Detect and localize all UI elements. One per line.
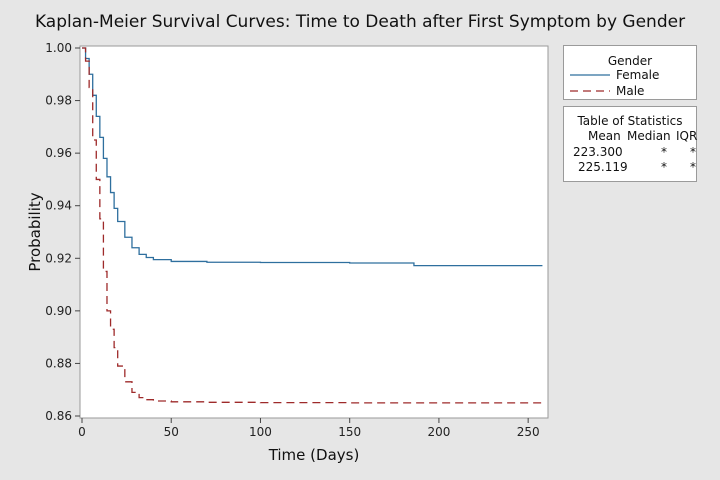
- x-tick-label: 0: [78, 425, 86, 439]
- plot-background: [79, 45, 549, 419]
- legend-title: Gender: [607, 54, 653, 68]
- x-axis-title: Time (Days): [268, 446, 360, 464]
- legend-swatch-male: [570, 90, 610, 92]
- statistics-table-title: Table of Statistics: [577, 114, 683, 128]
- y-tick-label: 0.86: [45, 409, 72, 423]
- legend: Gender Female Male: [563, 45, 697, 100]
- y-tick-label: 0.98: [45, 94, 72, 108]
- legend-label-male: Male: [616, 84, 645, 98]
- stats-cell-female-median: *: [661, 145, 667, 159]
- x-axis: 0 50 100 150 200 250: [78, 418, 540, 439]
- x-tick-label: 200: [427, 425, 450, 439]
- chart-title: Kaplan-Meier Survival Curves: Time to De…: [34, 12, 686, 32]
- stats-cell-male-median: *: [661, 160, 667, 174]
- series-line-female: [82, 47, 543, 267]
- stats-header-iqr: IQR: [676, 129, 698, 143]
- legend-swatch-female: [570, 74, 610, 76]
- y-axis-title: Probability: [26, 192, 44, 271]
- stats-cell-female-mean: 223.300: [573, 145, 623, 159]
- x-tick-label: 250: [517, 425, 540, 439]
- x-tick-label: 100: [249, 425, 272, 439]
- series-line-male: [82, 47, 543, 404]
- y-tick-label: 1.00: [45, 41, 72, 55]
- stats-header-median: Median: [627, 129, 671, 143]
- stats-cell-female-iqr: *: [690, 145, 696, 159]
- y-tick-label: 0.92: [45, 251, 72, 265]
- y-tick-label: 0.94: [45, 199, 72, 213]
- x-tick-label: 50: [164, 425, 179, 439]
- y-axis: 0.86 0.88 0.90 0.92 0.94 0.96 0.98 1.00: [45, 41, 80, 423]
- y-tick-label: 0.88: [45, 356, 72, 370]
- series-layer: [82, 47, 543, 404]
- legend-item-female: Female: [570, 68, 659, 82]
- x-tick-label: 150: [338, 425, 361, 439]
- y-tick-label: 0.96: [45, 146, 72, 160]
- statistics-table: Table of Statistics Mean Median IQR 223.…: [563, 106, 697, 182]
- stats-cell-male-mean: 225.119: [578, 160, 628, 174]
- legend-item-male: Male: [570, 84, 644, 98]
- legend-label-female: Female: [616, 68, 660, 82]
- stats-cell-male-iqr: *: [690, 160, 696, 174]
- stats-header-mean: Mean: [588, 129, 621, 143]
- y-tick-label: 0.90: [45, 304, 72, 318]
